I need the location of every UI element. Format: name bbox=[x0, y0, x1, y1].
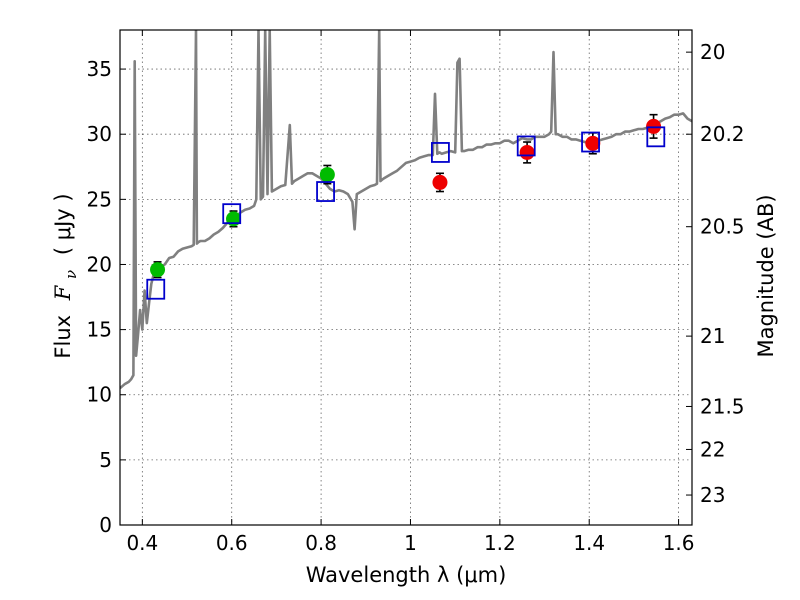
y-tick-label: 0 bbox=[99, 513, 112, 537]
y-axis-label-symbol: F bbox=[51, 284, 75, 301]
spectrum-line bbox=[120, 30, 692, 390]
x-tick-label: 0.8 bbox=[305, 531, 337, 555]
right-tick-label: 22 bbox=[700, 437, 725, 461]
y-axis-label-prefix: Flux bbox=[51, 315, 75, 359]
right-tick-label: 20 bbox=[700, 40, 725, 64]
y-tick-label: 35 bbox=[87, 57, 112, 81]
x-axis-label: Wavelength λ (μm) bbox=[306, 563, 507, 587]
model-square bbox=[431, 142, 450, 163]
data-point bbox=[585, 135, 601, 151]
x-tick-label: 1.4 bbox=[573, 531, 605, 555]
y-axis-label-subscript: ν bbox=[62, 270, 80, 279]
ticks: 0.4 0.6 0.8 1 1.2 1.4 1.6 0 5 10 15 20 25 30 35 20 20.2 2… bbox=[87, 30, 745, 555]
x-tick-label: 0.4 bbox=[126, 531, 158, 555]
y-tick-label: 10 bbox=[87, 383, 112, 407]
x-tick-label: 1.2 bbox=[484, 531, 516, 555]
right-tick-label: 20.5 bbox=[700, 215, 745, 239]
series-layer bbox=[120, 30, 692, 390]
right-tick-label: 21.5 bbox=[700, 394, 745, 418]
x-tick-label: 0.6 bbox=[216, 531, 248, 555]
y-tick-label: 5 bbox=[99, 448, 112, 472]
y-tick-label: 25 bbox=[87, 187, 112, 211]
y-axis-label: Flux F ν ( μJy ) bbox=[51, 193, 81, 358]
plot-frame bbox=[119, 29, 693, 526]
grid bbox=[120, 30, 692, 526]
y-axis-label-unit: ( μJy ) bbox=[51, 193, 75, 255]
model-square bbox=[581, 131, 600, 153]
data-point bbox=[226, 211, 242, 227]
right-tick-label: 23 bbox=[700, 483, 725, 507]
right-tick-label: 21 bbox=[700, 324, 725, 348]
data-point bbox=[319, 167, 335, 183]
y-tick-label: 30 bbox=[87, 122, 112, 146]
y-tick-label: 20 bbox=[87, 252, 112, 276]
x-tick-label: 1.6 bbox=[663, 531, 695, 555]
model-square bbox=[516, 135, 536, 157]
data-point bbox=[150, 262, 166, 278]
data-point bbox=[646, 118, 662, 134]
data-point bbox=[432, 174, 448, 190]
model-square bbox=[222, 203, 242, 225]
data-point bbox=[519, 144, 535, 160]
x-tick-label: 1 bbox=[404, 531, 417, 555]
y-tick-label: 15 bbox=[87, 318, 112, 342]
model-square bbox=[646, 126, 666, 148]
model-square bbox=[146, 278, 166, 300]
right-tick-label: 20.2 bbox=[700, 122, 745, 146]
model-square bbox=[316, 181, 335, 202]
right-axis-label: Magnitude (AB) bbox=[754, 194, 778, 357]
